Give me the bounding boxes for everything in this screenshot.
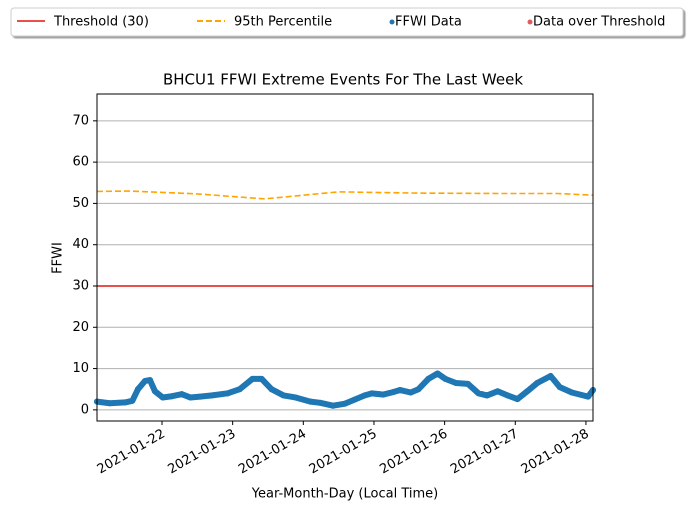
data-point (329, 402, 336, 409)
data-point (151, 388, 158, 395)
data-point (209, 392, 216, 399)
data-point (142, 377, 149, 384)
x-axis-label: Year-Month-Day (Local Time) (251, 487, 438, 502)
data-point (390, 389, 397, 396)
data-point (534, 380, 541, 387)
data-point (122, 399, 129, 406)
y-axis-label: FFWI (51, 242, 66, 274)
legend-marker (389, 19, 395, 25)
data-point (268, 386, 275, 393)
x-tick-label: 2021-01-22 (95, 427, 168, 478)
data-point (106, 400, 113, 407)
data-point (484, 392, 491, 399)
data-point (452, 380, 459, 387)
data-point (524, 388, 531, 395)
data-point (159, 394, 166, 401)
data-point (146, 377, 153, 384)
data-point (129, 397, 136, 404)
data-point (425, 375, 432, 382)
legend-box (10, 7, 684, 37)
data-point (556, 384, 563, 391)
data-point (292, 394, 299, 401)
data-point (380, 391, 387, 398)
data-point (307, 398, 314, 405)
legend-label: FFWI Data (395, 15, 462, 30)
data-point (134, 386, 141, 393)
legend-label: Threshold (30) (53, 15, 149, 30)
data-point (547, 372, 554, 379)
x-tick-label: 2021-01-25 (307, 427, 380, 478)
data-point (494, 388, 501, 395)
y-tick-label: 0 (81, 402, 89, 417)
data-point (585, 393, 592, 400)
data-point (317, 399, 324, 406)
data-point (407, 389, 414, 396)
data-point (351, 396, 358, 403)
data-point (504, 392, 511, 399)
data-point (361, 392, 368, 399)
data-point (397, 387, 404, 394)
x-tick-label: 2021-01-26 (377, 427, 450, 478)
data-point (434, 370, 441, 377)
legend-marker (527, 19, 533, 25)
y-tick-label: 40 (72, 237, 89, 252)
data-point (236, 386, 243, 393)
data-point (442, 375, 449, 382)
data-point (415, 386, 422, 393)
x-tick-label: 2021-01-27 (448, 427, 521, 478)
x-tick-label: 2021-01-28 (519, 427, 592, 478)
x-tick-label: 2021-01-24 (236, 427, 309, 478)
legend-label: 95th Percentile (234, 15, 332, 30)
chart-title: BHCU1 FFWI Extreme Events For The Last W… (163, 71, 523, 89)
data-point (514, 396, 521, 403)
data-point (280, 392, 287, 399)
data-point (568, 389, 575, 396)
y-tick-label: 10 (72, 361, 89, 376)
data-point (197, 393, 204, 400)
data-point (258, 375, 265, 382)
data-point (475, 390, 482, 397)
data-point (168, 393, 175, 400)
y-tick-label: 70 (72, 113, 89, 128)
y-tick-label: 50 (72, 196, 89, 211)
data-point (187, 394, 194, 401)
plot-frame (96, 93, 594, 422)
percentile-line (96, 190, 594, 200)
data-point (342, 400, 348, 407)
y-tick-label: 20 (72, 320, 89, 335)
data-point (368, 390, 375, 397)
data-point (224, 390, 231, 397)
x-tick-label: 2021-01-23 (165, 427, 238, 478)
data-point (249, 375, 256, 382)
y-tick-label: 60 (72, 155, 89, 170)
data-point (178, 391, 185, 398)
y-tick-label: 30 (72, 278, 89, 293)
legend-label: Data over Threshold (533, 15, 665, 30)
data-point (464, 380, 471, 387)
